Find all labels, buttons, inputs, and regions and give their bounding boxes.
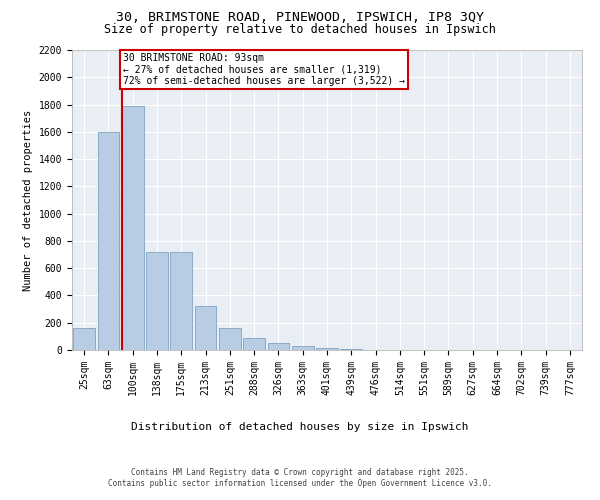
Bar: [219, 328, 241, 350]
Bar: [316, 348, 338, 350]
Text: Distribution of detached houses by size in Ipswich: Distribution of detached houses by size …: [131, 422, 469, 432]
Text: 30, BRIMSTONE ROAD, PINEWOOD, IPSWICH, IP8 3QY: 30, BRIMSTONE ROAD, PINEWOOD, IPSWICH, I…: [116, 11, 484, 24]
Bar: [97, 132, 119, 350]
Text: 30 BRIMSTONE ROAD: 93sqm
← 27% of detached houses are smaller (1,319)
72% of sem: 30 BRIMSTONE ROAD: 93sqm ← 27% of detach…: [123, 52, 405, 86]
Bar: [292, 346, 314, 350]
Y-axis label: Number of detached properties: Number of detached properties: [23, 110, 33, 290]
Bar: [170, 252, 192, 350]
Bar: [268, 342, 289, 350]
Text: Contains HM Land Registry data © Crown copyright and database right 2025.
Contai: Contains HM Land Registry data © Crown c…: [108, 468, 492, 487]
Bar: [146, 252, 168, 350]
Bar: [243, 338, 265, 350]
Bar: [73, 328, 95, 350]
Bar: [122, 106, 143, 350]
Bar: [194, 306, 217, 350]
Text: Size of property relative to detached houses in Ipswich: Size of property relative to detached ho…: [104, 22, 496, 36]
